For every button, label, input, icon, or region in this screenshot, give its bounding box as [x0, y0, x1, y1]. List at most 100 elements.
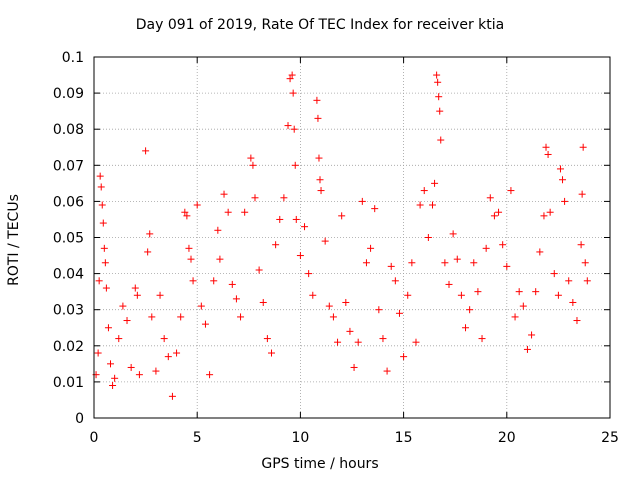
data-point — [109, 382, 117, 390]
x-tick-label: 10 — [291, 430, 309, 446]
data-point — [478, 335, 486, 343]
y-tick-label: 0.06 — [53, 194, 84, 210]
data-point — [503, 262, 511, 270]
data-point — [462, 324, 470, 332]
data-point — [321, 237, 329, 245]
data-point — [470, 259, 478, 267]
data-point — [400, 353, 408, 361]
data-point — [565, 277, 573, 285]
data-point — [237, 313, 245, 321]
data-point — [577, 241, 585, 249]
data-point — [102, 284, 110, 292]
y-tick-label: 0.08 — [53, 122, 84, 138]
x-tick-label: 15 — [395, 430, 413, 446]
data-point — [536, 248, 544, 256]
data-point — [314, 114, 322, 122]
data-point — [379, 335, 387, 343]
data-point — [412, 338, 420, 346]
data-point — [291, 161, 299, 169]
data-point — [416, 201, 424, 209]
data-point — [391, 277, 399, 285]
y-tick-label: 0.03 — [53, 303, 84, 319]
data-point — [96, 172, 104, 180]
data-point — [313, 96, 321, 104]
data-point — [289, 89, 297, 97]
data-point — [263, 335, 271, 343]
data-point — [338, 212, 346, 220]
data-point — [101, 259, 109, 267]
data-point — [119, 302, 127, 310]
data-point — [559, 176, 567, 184]
data-point — [486, 194, 494, 202]
data-point — [581, 259, 589, 267]
data-point — [453, 255, 461, 263]
data-point — [474, 288, 482, 296]
data-point — [433, 71, 441, 79]
data-point — [507, 187, 515, 195]
data-point — [133, 291, 141, 299]
data-point — [156, 291, 164, 299]
data-point — [216, 255, 224, 263]
data-point — [107, 360, 115, 368]
x-tick-label: 5 — [193, 430, 202, 446]
data-point — [164, 353, 172, 361]
data-point — [251, 194, 259, 202]
data-point — [424, 234, 432, 241]
data-point — [268, 349, 276, 357]
data-point — [404, 291, 412, 299]
data-point — [97, 183, 105, 191]
x-tick-label: 25 — [601, 430, 619, 446]
data-point — [367, 244, 375, 252]
data-point — [482, 244, 490, 252]
data-point — [554, 291, 562, 299]
y-tick-label: 0.09 — [53, 86, 84, 102]
data-point — [540, 212, 548, 220]
data-point — [316, 176, 324, 184]
data-point — [528, 331, 536, 339]
data-point — [342, 298, 350, 306]
data-point — [197, 302, 205, 310]
data-point — [578, 190, 586, 198]
data-point — [573, 317, 581, 325]
chart-title: Day 091 of 2019, Rate Of TEC Index for r… — [135, 17, 505, 33]
y-tick-label: 0.1 — [62, 50, 84, 66]
data-point — [420, 187, 428, 195]
data-point — [387, 262, 395, 270]
y-tick-label: 0.01 — [53, 375, 84, 391]
y-tick-label: 0.07 — [53, 158, 84, 174]
data-point — [232, 295, 240, 303]
data-point — [183, 212, 191, 220]
data-point — [224, 208, 232, 216]
data-point — [100, 244, 108, 252]
data-point — [146, 230, 154, 238]
data-point — [550, 270, 558, 278]
data-point — [511, 313, 519, 321]
data-point — [354, 338, 362, 346]
data-point — [441, 259, 449, 267]
data-point — [309, 291, 317, 299]
data-point — [99, 219, 107, 227]
data-point — [131, 284, 139, 292]
data-point — [111, 374, 119, 382]
data-point — [350, 363, 358, 371]
data-point — [499, 241, 507, 249]
x-tick-label: 0 — [90, 430, 99, 446]
data-point — [181, 208, 189, 216]
data-point — [358, 197, 366, 205]
data-point — [193, 201, 201, 209]
data-point — [214, 226, 222, 234]
data-point — [362, 259, 370, 267]
data-point — [95, 277, 103, 285]
data-point — [519, 302, 527, 310]
data-point — [305, 270, 313, 278]
data-point — [185, 244, 193, 252]
data-point — [206, 371, 214, 379]
data-point — [160, 335, 168, 343]
data-point — [523, 345, 531, 353]
data-point — [546, 208, 554, 216]
data-point — [152, 367, 160, 375]
data-point — [173, 349, 181, 357]
data-point — [148, 313, 156, 321]
data-point — [189, 277, 197, 285]
data-point — [466, 306, 474, 314]
